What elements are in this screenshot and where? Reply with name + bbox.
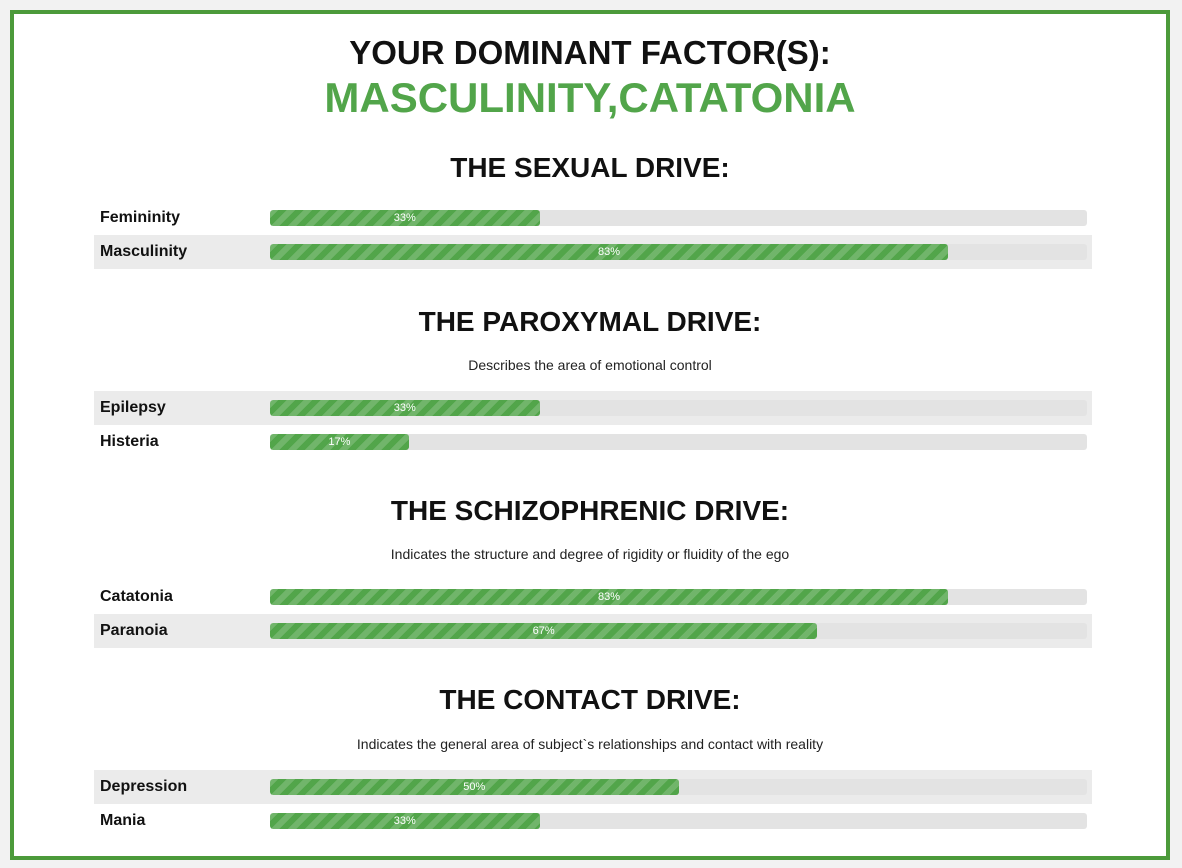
- bar-value-label: 67%: [532, 625, 555, 637]
- bar-label: Femininity: [100, 209, 181, 226]
- results-card: YOUR DOMINANT FACTOR(S): MASCULINITY,CAT…: [10, 10, 1170, 860]
- bar-label: Epilepsy: [100, 399, 166, 416]
- bar-track: 50%: [270, 779, 1087, 795]
- bar-track: 67%: [270, 623, 1087, 639]
- bar-fill: 17%: [270, 434, 409, 450]
- bar-fill: 33%: [270, 400, 540, 416]
- bar-value-label: 33%: [393, 212, 416, 224]
- bar-value-label: 50%: [463, 781, 486, 793]
- section-description-paroxymal: Describes the area of emotional control: [468, 357, 712, 373]
- bar-fill: 33%: [270, 210, 540, 226]
- bar-label: Masculinity: [100, 243, 188, 260]
- bar-value-label: 83%: [598, 591, 621, 603]
- bar-value-label: 17%: [328, 436, 351, 448]
- section-title-paroxymal: THE PAROXYMAL DRIVE:: [418, 306, 762, 337]
- bar-value-label: 33%: [393, 402, 416, 414]
- bar-value-label: 83%: [598, 246, 621, 258]
- section-title-sexual: THE SEXUAL DRIVE:: [450, 152, 730, 183]
- bar-row-depression: Depression 50%: [94, 770, 1092, 804]
- dominant-factor-label: YOUR DOMINANT FACTOR(S):: [349, 34, 831, 71]
- bar-label: Mania: [100, 812, 146, 829]
- section-title-contact: THE CONTACT DRIVE:: [439, 684, 741, 715]
- bar-track: 83%: [270, 244, 1087, 260]
- bar-fill: 50%: [270, 779, 679, 795]
- section-description-contact: Indicates the general area of subject`s …: [356, 736, 824, 752]
- dominant-factor-value: MASCULINITY,CATATONIA: [324, 74, 856, 121]
- bar-fill: 33%: [270, 813, 540, 829]
- bar-row-femininity: Femininity 33%: [94, 201, 1092, 235]
- bar-track: 33%: [270, 813, 1087, 829]
- bar-row-histeria: Histeria 17%: [94, 425, 1092, 459]
- bar-row-mania: Mania 33%: [94, 804, 1092, 838]
- bar-label: Paranoia: [100, 622, 168, 639]
- bar-row-catatonia: Catatonia 83%: [94, 580, 1092, 614]
- bar-track: 17%: [270, 434, 1087, 450]
- bar-track: 83%: [270, 589, 1087, 605]
- section-title-schizophrenic: THE SCHIZOPHRENIC DRIVE:: [390, 495, 790, 526]
- bar-fill: 67%: [270, 623, 818, 639]
- section-description-schizophrenic: Indicates the structure and degree of ri…: [390, 546, 790, 562]
- bar-label: Catatonia: [100, 588, 173, 605]
- bar-row-paranoia: Paranoia 67%: [94, 614, 1092, 648]
- bar-row-masculinity: Masculinity 83%: [94, 235, 1092, 269]
- bar-fill: 83%: [270, 244, 949, 260]
- bar-label: Depression: [100, 778, 188, 795]
- bar-track: 33%: [270, 400, 1087, 416]
- bar-value-label: 33%: [393, 815, 416, 827]
- bar-track: 33%: [270, 210, 1087, 226]
- bar-row-epilepsy: Epilepsy 33%: [94, 391, 1092, 425]
- bar-fill: 83%: [270, 589, 949, 605]
- bar-label: Histeria: [100, 433, 159, 450]
